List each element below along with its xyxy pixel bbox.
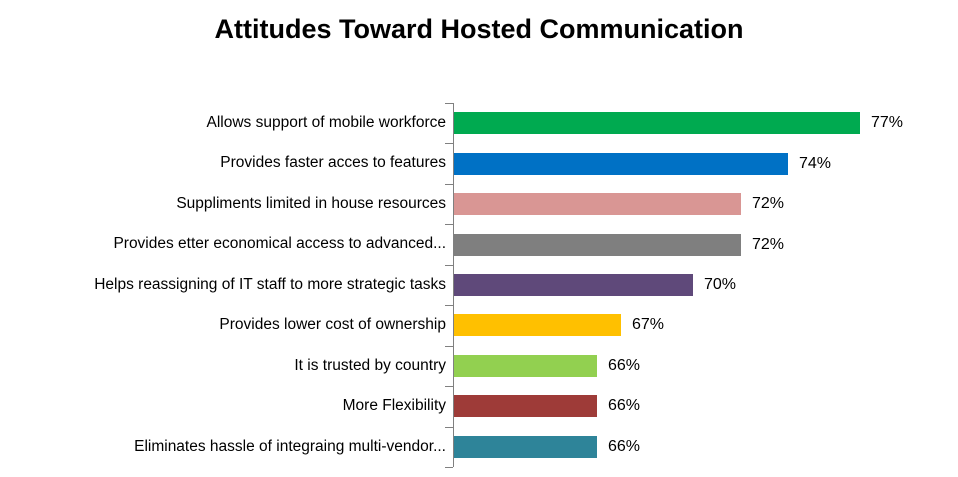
- axis-tick: [445, 224, 453, 225]
- bar: [454, 193, 741, 215]
- category-label: Provides faster acces to features: [220, 154, 446, 171]
- value-label: 72%: [752, 195, 785, 212]
- category-label: Suppliments limited in house resources: [176, 195, 446, 212]
- y-axis-line: [453, 103, 454, 467]
- axis-tick: [445, 265, 453, 266]
- axis-tick: [445, 386, 453, 387]
- category-label: Allows support of mobile workforce: [206, 114, 447, 131]
- category-label: It is trusted by country: [294, 357, 446, 374]
- value-label: 70%: [704, 276, 737, 293]
- axis-tick: [445, 143, 453, 144]
- axis-tick: [445, 467, 453, 468]
- chart-title: Attitudes Toward Hosted Communication: [214, 14, 744, 44]
- axis-tick: [445, 305, 453, 306]
- value-label: 66%: [608, 438, 641, 455]
- axis-tick: [445, 346, 453, 347]
- axis-tick: [445, 427, 453, 428]
- value-label: 67%: [632, 316, 665, 333]
- value-label: 66%: [608, 397, 641, 414]
- bar: [454, 112, 860, 134]
- value-label: 77%: [871, 114, 904, 131]
- category-label: Eliminates hassle of integraing multi-ve…: [134, 438, 446, 455]
- category-label: More Flexibility: [342, 397, 446, 414]
- bar: [454, 395, 597, 417]
- axis-tick: [445, 184, 453, 185]
- category-label: Provides etter economical access to adva…: [113, 235, 446, 252]
- bar: [454, 234, 741, 256]
- bar: [454, 355, 597, 377]
- value-label: 66%: [608, 357, 641, 374]
- category-label: Helps reassigning of IT staff to more st…: [94, 276, 446, 293]
- bar: [454, 436, 597, 458]
- category-label: Provides lower cost of ownership: [219, 316, 446, 333]
- bar: [454, 314, 621, 336]
- value-label: 72%: [752, 236, 785, 253]
- bar: [454, 274, 693, 296]
- value-label: 74%: [799, 155, 832, 172]
- axis-tick: [445, 103, 453, 104]
- bar: [454, 153, 788, 175]
